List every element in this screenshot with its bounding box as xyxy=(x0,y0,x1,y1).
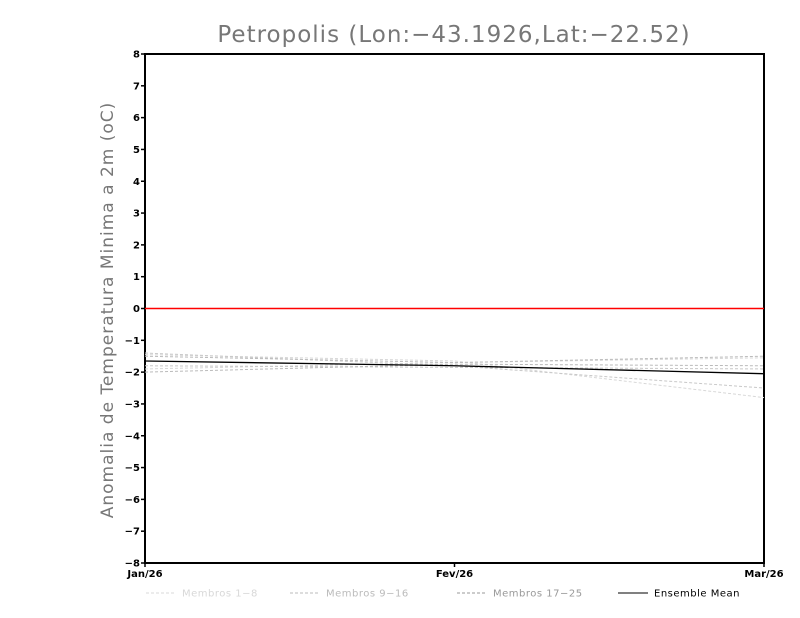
y-tick-label: 8 xyxy=(133,50,140,61)
y-tick-label: −2 xyxy=(125,368,140,379)
y-tick-label: 1 xyxy=(133,272,140,283)
y-tick-label: 2 xyxy=(133,240,140,251)
member-series-line xyxy=(144,363,765,373)
member-series-line xyxy=(144,365,765,370)
legend-label: Membros 17−25 xyxy=(493,589,583,600)
chart-title: Petropolis (Lon:−43.1926,Lat:−22.52) xyxy=(217,22,690,48)
y-tick-label: 5 xyxy=(133,145,140,156)
y-tick-label: 0 xyxy=(133,304,140,315)
y-tick-label: −3 xyxy=(125,399,140,410)
legend: Membros 1−8 Membros 9−16 Membros 17−25 Ense… xyxy=(146,589,740,600)
y-tick-label: −6 xyxy=(125,495,140,506)
member-series-line xyxy=(144,352,765,389)
ensemble-mean-line xyxy=(144,360,765,375)
member-series-line xyxy=(144,354,765,399)
legend-label: Ensemble Mean xyxy=(654,589,740,600)
x-tick-label: Fev/26 xyxy=(436,569,473,580)
x-tick-label: Mar/26 xyxy=(744,569,783,580)
y-tick-label: −5 xyxy=(125,463,140,474)
legend-label: Membros 9−16 xyxy=(326,589,409,600)
y-tick-label: 7 xyxy=(133,81,140,92)
y-tick-label: −1 xyxy=(125,336,140,347)
member-series-line xyxy=(144,357,765,370)
y-tick-label: −8 xyxy=(125,559,140,570)
legend-label: Membros 1−8 xyxy=(182,589,258,600)
y-tick-label: 4 xyxy=(133,177,140,188)
y-axis-label: Anomalia de Temperatura Minima a 2m (oC) xyxy=(98,102,118,519)
member-series-line xyxy=(144,355,765,364)
y-tick-label: −4 xyxy=(125,431,140,442)
y-tick-label: −7 xyxy=(125,527,140,538)
x-tick-label: Jan/26 xyxy=(126,569,162,580)
y-tick-label: 6 xyxy=(133,113,140,124)
y-tick-label: 3 xyxy=(133,209,140,220)
